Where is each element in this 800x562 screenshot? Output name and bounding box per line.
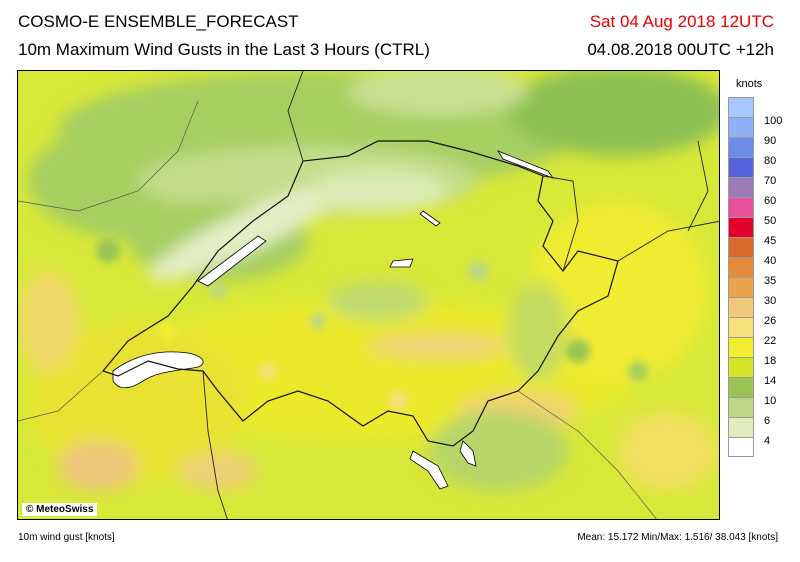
france-italy-border xyxy=(202,370,228,519)
italian-region-border xyxy=(517,390,657,519)
legend-label: 4 xyxy=(764,435,771,447)
french-region-border-north xyxy=(18,100,199,212)
map-subtitle: 10m Maximum Wind Gusts in the Last 3 Hou… xyxy=(18,40,430,59)
legend-label: 100 xyxy=(764,115,783,127)
map-canvas xyxy=(18,71,719,519)
legend-label: 40 xyxy=(764,255,777,267)
legend-swatch xyxy=(728,337,754,357)
legend-label: 14 xyxy=(764,375,777,387)
legend-label: 22 xyxy=(764,335,777,347)
lake-zurich xyxy=(419,210,441,227)
french-region-border xyxy=(18,370,104,422)
lake-lugano xyxy=(459,440,477,467)
legend-unit: knots xyxy=(736,78,763,90)
wind-gust-map[interactable]: © MeteoSwiss xyxy=(17,70,720,520)
gust-speckle xyxy=(96,239,648,411)
variable-label: 10m wind gust [knots] xyxy=(18,532,115,543)
legend-swatch xyxy=(728,117,754,137)
lake-maggiore xyxy=(409,450,449,490)
legend-label: 80 xyxy=(764,155,777,167)
swiss-border xyxy=(101,140,619,447)
legend-swatch xyxy=(728,437,754,457)
color-legend xyxy=(728,97,754,457)
legend-label: 26 xyxy=(764,315,777,327)
copyright-label: © MeteoSwiss xyxy=(22,503,98,516)
legend-label: 10 xyxy=(764,395,777,407)
lake-geneva xyxy=(112,351,204,389)
map-title: COSMO-E ENSEMBLE_FORECAST xyxy=(18,12,299,31)
statistics-label: Mean: 15.172 Min/Max: 1.516/ 38.043 [kno… xyxy=(577,532,778,543)
legend-swatch xyxy=(728,397,754,417)
legend-label: 50 xyxy=(764,215,777,227)
legend-swatch xyxy=(728,297,754,317)
legend-swatch xyxy=(728,317,754,337)
run-time: 04.08.2018 00UTC +12h xyxy=(587,40,774,59)
valid-time: Sat 04 Aug 2018 12UTC xyxy=(589,12,774,31)
legend-label: 90 xyxy=(764,135,777,147)
legend-swatch xyxy=(728,197,754,217)
legend-label: 18 xyxy=(764,355,777,367)
eastern-border xyxy=(687,140,709,232)
legend-label: 30 xyxy=(764,295,777,307)
lake-neuchatel xyxy=(197,235,267,287)
legend-label: 35 xyxy=(764,275,777,287)
legend-label: 6 xyxy=(764,415,771,427)
austria-border xyxy=(542,175,579,272)
legend-label: 70 xyxy=(764,175,777,187)
legend-swatch xyxy=(728,377,754,397)
legend-swatch xyxy=(728,277,754,297)
legend-swatch xyxy=(728,417,754,437)
austria-italy-border xyxy=(617,220,719,262)
legend-swatch xyxy=(728,157,754,177)
legend-label: 45 xyxy=(764,235,777,247)
legend-swatch xyxy=(728,177,754,197)
legend-swatch xyxy=(728,257,754,277)
france-germany-border xyxy=(287,71,304,162)
legend-swatch xyxy=(728,97,754,117)
legend-swatch xyxy=(728,357,754,377)
legend-swatch xyxy=(728,137,754,157)
legend-swatch xyxy=(728,237,754,257)
gust-field xyxy=(18,71,719,491)
lake-lucerne xyxy=(389,258,414,268)
legend-label: 60 xyxy=(764,195,777,207)
legend-swatch xyxy=(728,217,754,237)
